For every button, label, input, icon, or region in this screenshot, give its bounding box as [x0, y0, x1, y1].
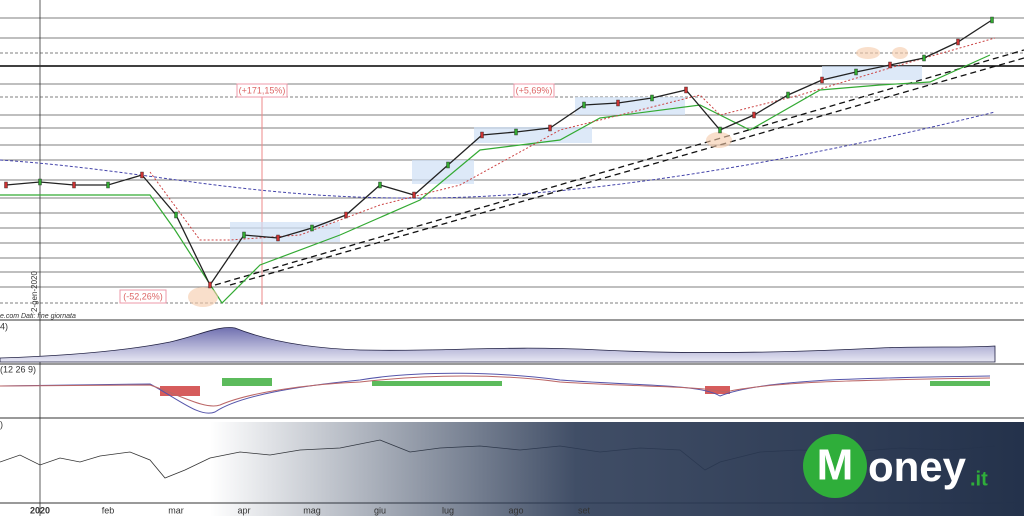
x-tick-label: ago	[508, 505, 523, 515]
annotation: (+5,69%)	[516, 85, 553, 95]
price-candle	[718, 126, 722, 134]
banner	[210, 422, 1024, 516]
price-candle	[786, 91, 790, 99]
x-tick-label: 2020	[30, 505, 50, 515]
price-candle	[582, 101, 586, 109]
x-tick-label: mag	[303, 505, 321, 515]
panel-label: (12 26 9)	[0, 364, 36, 374]
logo-text: oney	[868, 443, 967, 490]
x-tick-label: feb	[102, 505, 115, 515]
price-candle	[650, 94, 654, 102]
price-candle	[684, 86, 688, 94]
date-label: 2-gen-2020	[30, 271, 39, 312]
price-candle	[548, 124, 552, 132]
price-plot	[4, 16, 994, 289]
price-candle	[752, 111, 756, 119]
price-candle	[208, 281, 212, 289]
price-candle	[616, 99, 620, 107]
annotation-box	[236, 83, 288, 98]
panel-label: )	[0, 419, 3, 429]
annotation-box	[513, 83, 555, 98]
price-candle	[514, 128, 518, 136]
logo-circle	[803, 434, 867, 498]
panel-label: 4)	[0, 321, 8, 331]
price-candle	[446, 161, 450, 169]
price-candle	[344, 211, 348, 219]
x-tick-label: apr	[237, 505, 250, 515]
price-candle	[922, 54, 926, 62]
price-candle	[480, 131, 484, 139]
price-candle	[4, 181, 8, 189]
annotation: (+171,15%)	[239, 85, 286, 95]
annotation-box	[119, 289, 167, 304]
annotation: (-52,26%)	[123, 291, 163, 301]
price-candle	[106, 181, 110, 189]
price-candle	[174, 211, 178, 219]
price-candle	[820, 76, 824, 84]
price-candle	[956, 38, 960, 46]
volume-area	[0, 327, 996, 363]
x-tick-label: giu	[374, 505, 386, 515]
price-candle	[140, 171, 144, 179]
price-candle	[276, 234, 280, 242]
price-candle	[72, 181, 76, 189]
price-candle	[854, 68, 858, 76]
x-tick-label: lug	[442, 505, 454, 515]
price-candle	[310, 224, 314, 232]
price-candle	[378, 181, 382, 189]
logo-suffix: .it	[970, 468, 988, 490]
price-candle	[242, 231, 246, 239]
source: e.com Dati: fine giornata	[0, 313, 76, 320]
price-line	[5, 19, 993, 287]
x-tick-label: set	[578, 505, 591, 515]
macd	[0, 372, 991, 414]
price-candle	[888, 61, 892, 69]
price-candle	[990, 16, 994, 24]
price-candle	[38, 178, 42, 186]
x-tick-label: mar	[168, 505, 184, 515]
price-candle	[412, 191, 416, 199]
logo-initial: M	[817, 441, 854, 490]
